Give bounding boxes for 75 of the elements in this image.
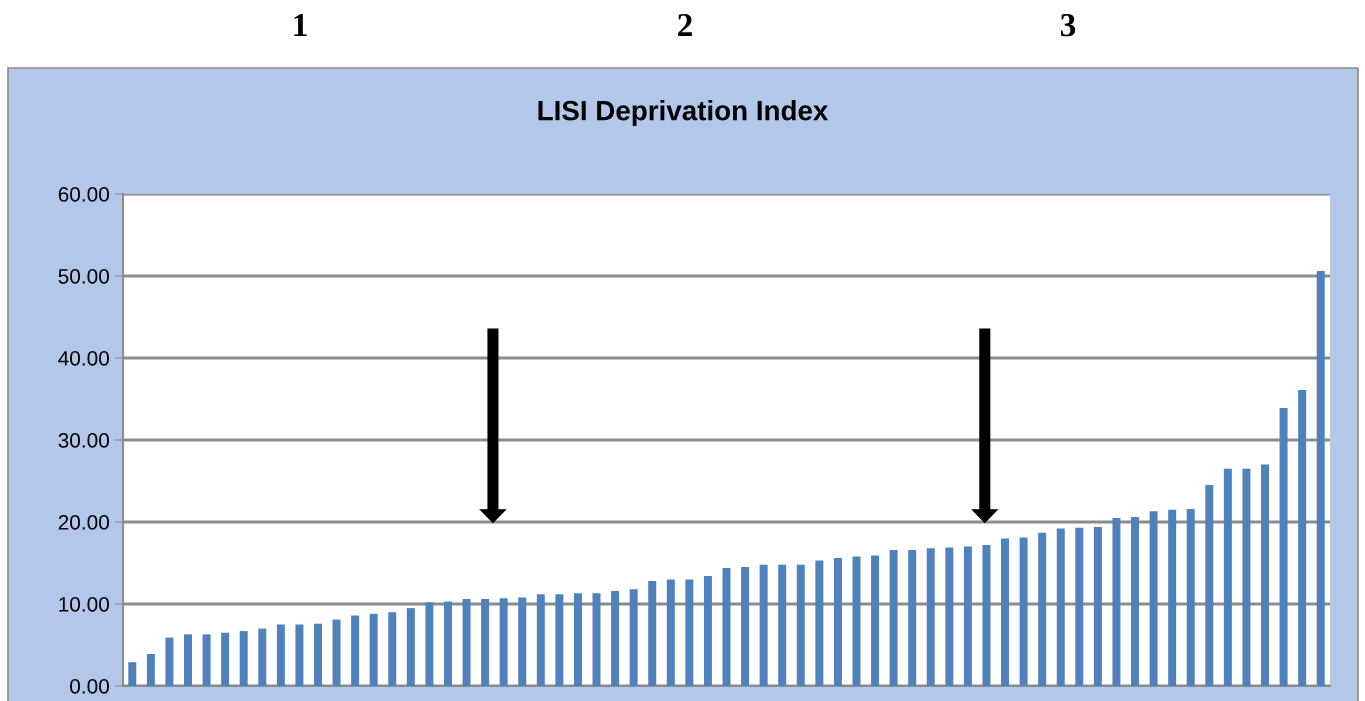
bar (573, 593, 582, 686)
bar (1112, 517, 1121, 686)
bar (202, 634, 211, 686)
bar (184, 634, 192, 686)
bar (481, 599, 490, 686)
chart-title: LISI Deprivation Index (538, 100, 829, 126)
text: 2 (678, 13, 692, 37)
bar (518, 597, 527, 686)
y-tick-label: 60.00 (58, 187, 109, 202)
bar (629, 589, 638, 686)
y-tick-label: 40.00 (58, 351, 109, 366)
y-tick-label: 30.00 (58, 433, 109, 448)
bar (1242, 468, 1251, 686)
text: 3 (1060, 13, 1076, 37)
bar (1261, 464, 1269, 686)
bar (369, 613, 378, 686)
bar (1019, 537, 1028, 686)
bar (1298, 389, 1307, 686)
bar (1038, 532, 1047, 686)
bar (388, 612, 397, 686)
bar (741, 567, 750, 686)
bar (406, 608, 415, 686)
bar (592, 593, 601, 686)
bar (1001, 538, 1010, 686)
bar (313, 623, 322, 686)
bar (1223, 468, 1232, 686)
bar (833, 558, 842, 686)
bar (165, 637, 174, 686)
bar (926, 548, 935, 686)
bar (1093, 526, 1102, 686)
bar (425, 602, 434, 686)
bar (221, 632, 230, 686)
bar (555, 594, 564, 686)
bar (499, 598, 508, 686)
bar (1075, 527, 1084, 686)
bar (1168, 509, 1177, 686)
bar (1149, 511, 1158, 686)
bar (258, 628, 267, 686)
bar (351, 615, 360, 686)
bar (945, 547, 954, 686)
bar (332, 619, 341, 686)
bar (796, 564, 805, 686)
bar (815, 560, 824, 686)
bar (276, 624, 285, 686)
y-tick-label: 0.00 (70, 679, 109, 694)
bar (128, 662, 137, 686)
bar (666, 579, 675, 686)
bar (703, 576, 712, 686)
y-tick-label: 10.00 (59, 597, 109, 612)
bar (852, 556, 861, 686)
bar (1279, 408, 1288, 686)
bar (685, 579, 694, 686)
bar (462, 599, 471, 686)
bar (871, 555, 880, 686)
bar (759, 564, 768, 686)
bar (146, 654, 155, 686)
bar (611, 590, 620, 686)
bar (295, 624, 304, 686)
bar (963, 546, 972, 686)
text: 1 (294, 14, 307, 37)
bar (1056, 528, 1065, 686)
bar (1186, 508, 1195, 686)
y-tick-label: 50.00 (58, 269, 109, 284)
bar (1316, 271, 1325, 686)
bar (648, 581, 657, 686)
bar (1205, 485, 1214, 686)
bar (778, 564, 787, 686)
bar (443, 601, 452, 686)
bar (908, 549, 917, 686)
bar (1131, 517, 1140, 686)
bar (536, 594, 545, 686)
bar (889, 549, 898, 686)
y-tick-label: 20.00 (58, 515, 109, 530)
bar (239, 631, 248, 686)
bar (982, 544, 991, 686)
